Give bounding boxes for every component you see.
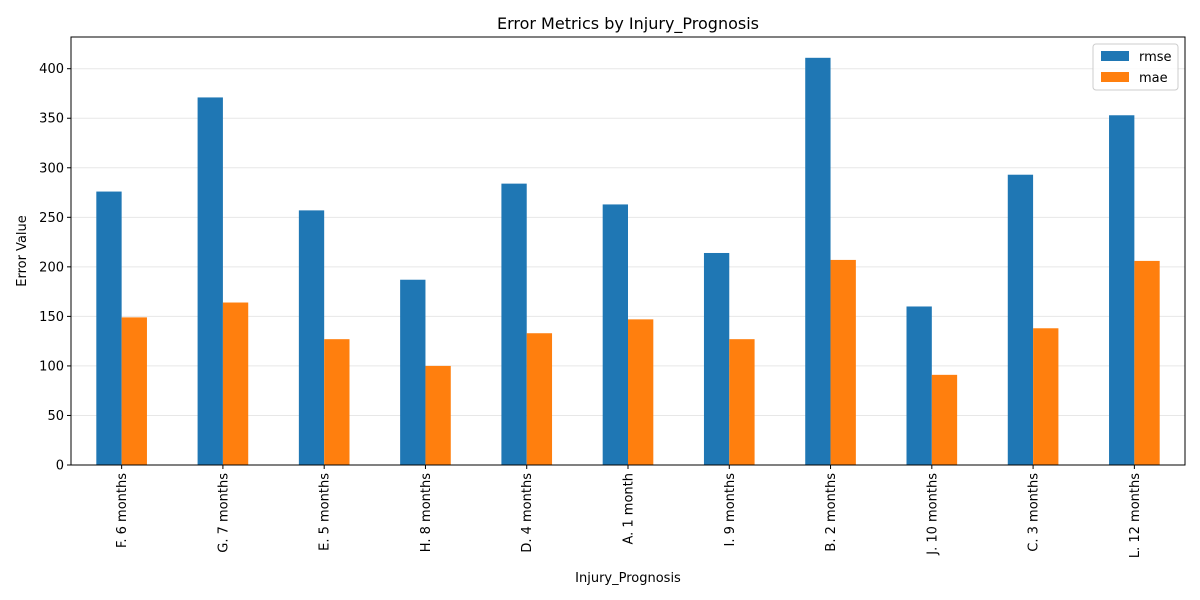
- y-tick-label: 300: [39, 161, 64, 176]
- bar-mae: [1134, 260, 1160, 465]
- bar-rmse: [1109, 115, 1135, 465]
- bars: [96, 57, 1160, 466]
- legend-swatch-rmse: [1101, 51, 1129, 61]
- legend-swatch-mae: [1101, 72, 1129, 82]
- bar-mae: [526, 333, 553, 465]
- bar-mae: [324, 339, 350, 465]
- x-tick-label: J. 10 months: [925, 473, 940, 556]
- x-axis: F. 6 months G. 7 months E. 5 months H. 8 mo…: [115, 465, 1143, 558]
- x-axis-label: Injury_Prognosis: [575, 571, 681, 586]
- bar-rmse: [96, 191, 122, 466]
- x-tick-label: I. 9 months: [723, 473, 738, 547]
- x-tick-label: L. 12 months: [1128, 473, 1143, 558]
- y-tick-label: 50: [47, 409, 64, 424]
- bar-rmse: [501, 183, 527, 465]
- y-tick-label: 0: [56, 459, 64, 474]
- x-tick-label: H. 8 months: [419, 473, 434, 552]
- y-axis: 0 50 100 150 200 250 300 350 400: [39, 62, 71, 474]
- bar-rmse: [906, 306, 932, 465]
- x-tick-label: C. 3 months: [1027, 473, 1042, 552]
- bar-rmse: [298, 210, 325, 465]
- chart-title: Error Metrics by Injury_Prognosis: [497, 14, 759, 34]
- bar-mae: [729, 339, 755, 465]
- bar-mae: [425, 365, 451, 465]
- y-tick-label: 250: [39, 211, 64, 226]
- x-tick-label: D. 4 months: [520, 473, 535, 553]
- bar-rmse: [805, 57, 831, 466]
- bar-mae: [1033, 328, 1059, 465]
- bar-rmse: [1007, 174, 1034, 466]
- bar-rmse: [197, 97, 223, 466]
- y-tick-label: 350: [39, 112, 64, 127]
- x-tick-label: E. 5 months: [318, 473, 333, 551]
- legend-label-mae: mae: [1139, 71, 1168, 86]
- bar-mae: [628, 319, 654, 465]
- legend: rmse mae: [1092, 43, 1179, 91]
- bar-mae: [830, 259, 856, 465]
- bar-mae: [121, 317, 147, 465]
- y-tick-label: 200: [39, 260, 64, 275]
- x-tick-label: A. 1 month: [622, 473, 637, 545]
- y-tick-label: 150: [39, 310, 64, 325]
- x-tick-label: G. 7 months: [216, 473, 231, 553]
- bar-rmse: [703, 252, 730, 465]
- x-tick-label: B. 2 months: [824, 473, 839, 552]
- bar-mae: [222, 302, 249, 465]
- y-axis-label: Error Value: [15, 215, 30, 287]
- bar-rmse: [400, 279, 426, 465]
- x-tick-label: F. 6 months: [115, 473, 130, 548]
- bar-mae: [931, 374, 958, 465]
- y-tick-label: 100: [39, 359, 64, 374]
- y-tick-label: 400: [39, 62, 64, 77]
- legend-label-rmse: rmse: [1139, 50, 1172, 65]
- bar-rmse: [602, 204, 628, 465]
